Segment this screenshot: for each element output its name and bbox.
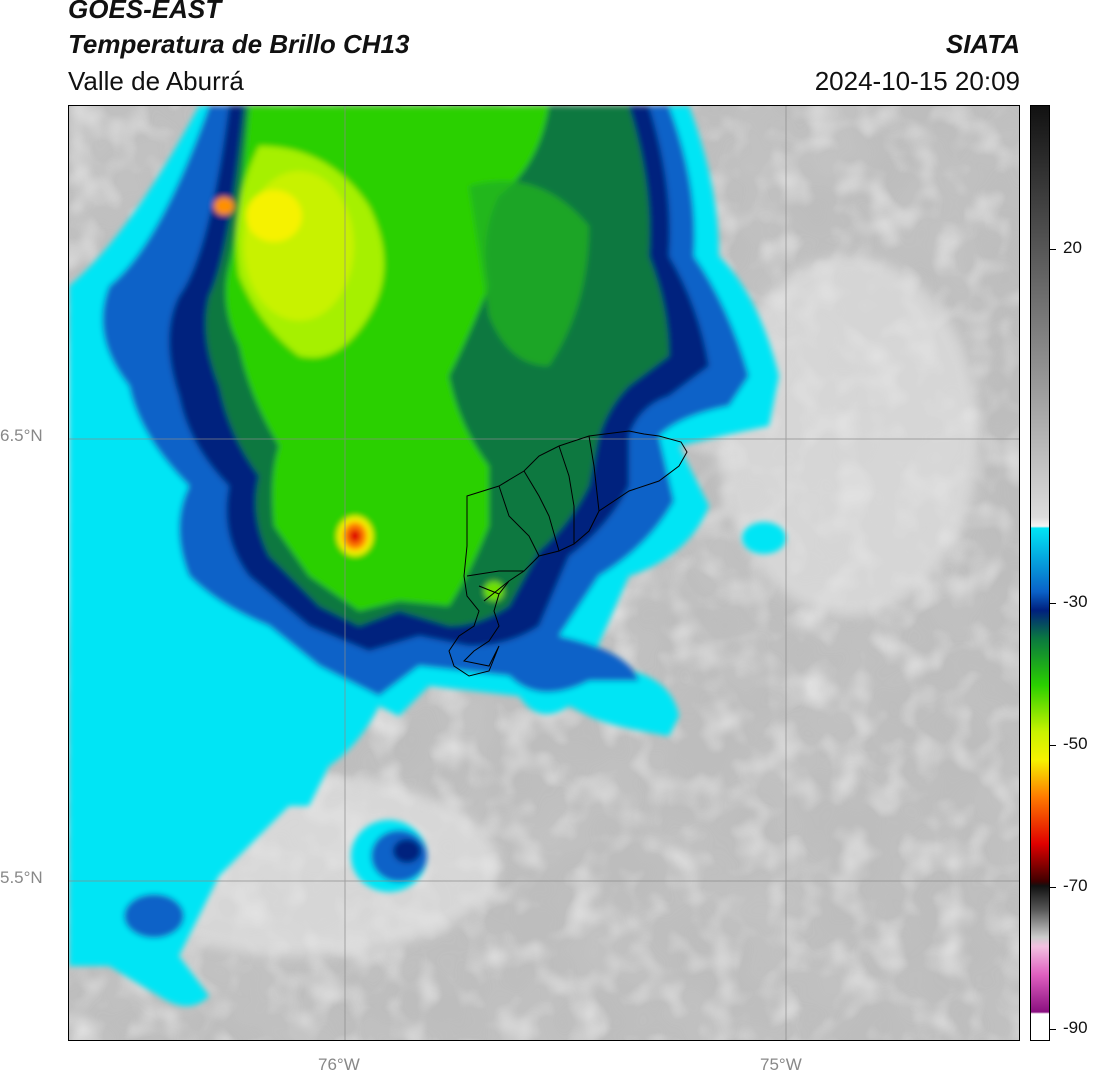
lat-label-6-5: 6.5°N xyxy=(0,426,43,445)
municipality-boundaries xyxy=(448,430,688,677)
region-subtitle: Valle de Aburrá xyxy=(68,66,244,96)
colorbar-label-minus70: -70 xyxy=(1063,876,1088,895)
lon-label-76w: 76°W xyxy=(318,1055,360,1074)
colorbar-tick xyxy=(1050,249,1056,250)
colorbar-tick xyxy=(1050,745,1056,746)
colorbar-label-minus50: -50 xyxy=(1063,734,1088,753)
colorbar-label-20: 20 xyxy=(1063,238,1082,257)
brightness-temperature-field xyxy=(69,106,1019,1040)
colorbar-label-minus90: -90 xyxy=(1063,1018,1088,1037)
timestamp: 2024-10-15 20:09 xyxy=(814,66,1020,96)
colorbar-tick xyxy=(1050,1029,1056,1030)
colorbar-label-minus30: -30 xyxy=(1063,592,1088,611)
colorbar-gradient xyxy=(1031,106,1049,1040)
product-title: Temperatura de Brillo CH13 xyxy=(68,29,410,59)
colorbar-tick xyxy=(1050,887,1056,888)
satellite-map[interactable] xyxy=(68,105,1020,1041)
colorbar xyxy=(1030,105,1050,1041)
lat-label-5-5: 5.5°N xyxy=(0,868,43,887)
satellite-title: GOES-EAST xyxy=(68,0,222,24)
organization-label: SIATA xyxy=(945,29,1020,59)
colorbar-tick xyxy=(1050,603,1056,604)
gridlines xyxy=(69,106,1019,1040)
lon-label-75w: 75°W xyxy=(760,1055,802,1074)
